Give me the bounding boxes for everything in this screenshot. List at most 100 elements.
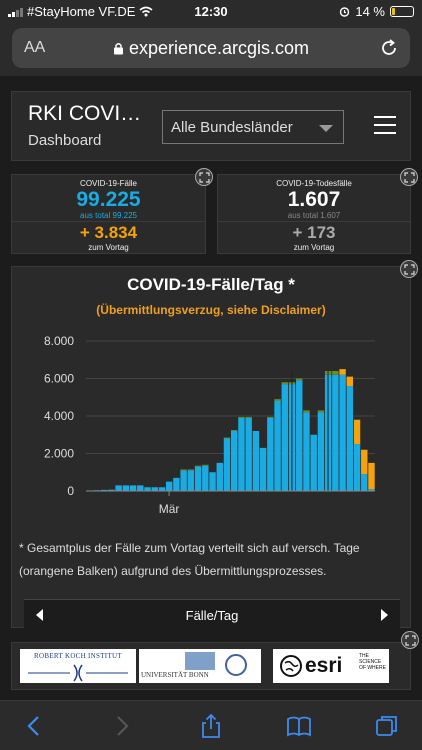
y-tick-label: 2.000 [44, 447, 74, 461]
expand-deaths-icon[interactable] [400, 168, 418, 186]
bar-cases [115, 485, 122, 491]
share-icon[interactable] [198, 713, 224, 739]
y-tick-label: 6.000 [44, 372, 74, 386]
bar-cases [361, 474, 368, 491]
bar-cases [353, 444, 361, 491]
bar-cases [281, 384, 288, 491]
status-left: #StayHome VF.DE [8, 4, 153, 19]
chart-title: COVID-19-Fälle/Tag * [127, 275, 295, 294]
chart-navigator: Fälle/Tag [24, 599, 400, 629]
status-time: 12:30 [194, 4, 228, 19]
bar-cases [339, 374, 346, 491]
tabs-icon[interactable] [374, 713, 400, 739]
bar-cases [303, 412, 310, 491]
partner-logos: ROBERT KOCH INSTITUT UNIVERSITÄT BONN es… [11, 631, 419, 690]
browser-toolbar: AA experience.arcgis.com [0, 22, 422, 76]
bar-cases [252, 431, 260, 491]
cases-value: 99.225 [76, 188, 141, 211]
bar-cases [137, 485, 144, 491]
divider [218, 221, 410, 222]
cases-per-day-chart: 0 2.000 4.000 6.000 8.000 Mär [44, 334, 375, 516]
state-select-value: Alle Bundesländer [171, 119, 293, 136]
address-bar[interactable]: AA experience.arcgis.com [12, 28, 410, 68]
menu-icon[interactable] [374, 116, 396, 134]
bar-delayed [238, 416, 245, 418]
deaths-total: aus total 1.607 [287, 211, 341, 220]
bar-cases [165, 481, 173, 491]
cases-delta-label: zum Vortag [88, 243, 129, 252]
esri-text: esri [305, 654, 343, 677]
y-tick-label: 8.000 [44, 334, 74, 348]
bar-cases [187, 470, 195, 491]
chart-nav-label: Fälle/Tag [185, 608, 239, 623]
bar-cases [332, 374, 339, 491]
reader-aa-button[interactable]: AA [24, 39, 46, 56]
bar-cases [317, 412, 325, 491]
globe-icon [280, 655, 302, 677]
dashboard-page: RKI COVI… Dashboard Alle Bundesländer CO… [0, 76, 422, 700]
chart-subtitle: (Übermittlungsverzug, siehe Disclaimer) [96, 303, 326, 317]
bar-cases [259, 447, 267, 491]
bar-cases [267, 417, 274, 491]
bar-cases [223, 438, 231, 491]
rki-logo-text: ROBERT KOCH INSTITUT [34, 652, 122, 660]
bar-cases [231, 431, 238, 491]
bar-cases [238, 417, 245, 491]
imbie-logo-mark [225, 654, 247, 676]
bar-cases [122, 485, 130, 491]
bar-cases [173, 477, 180, 491]
cases-per-day-chart-card: COVID-19-Fälle/Tag * (Übermittlungsverzu… [11, 266, 411, 629]
bar-cases [151, 487, 158, 491]
reload-icon[interactable] [378, 37, 400, 59]
bar-delayed [361, 449, 368, 475]
bar-delayed [187, 469, 195, 471]
cases-total: aus total 99.225 [80, 211, 137, 220]
next-arrow-icon[interactable] [381, 609, 388, 621]
expand-cases-icon[interactable] [195, 168, 213, 186]
previous-arrow-icon[interactable] [36, 609, 43, 621]
back-arrow-icon[interactable] [22, 713, 48, 739]
battery-icon [390, 6, 414, 17]
bar-cases [274, 401, 281, 491]
bar-cases [209, 472, 216, 491]
state-select[interactable]: Alle Bundesländer [162, 110, 344, 144]
alarm-icon [340, 7, 350, 17]
url-text[interactable]: experience.arcgis.com [12, 38, 410, 59]
bar-cases [158, 487, 166, 491]
esri-logo[interactable]: esri THE SCIENCE OF WHERE [273, 649, 389, 683]
cases-label: COVID-19-Fälle [80, 179, 137, 188]
deaths-label: COVID-19-Todesfälle [276, 179, 352, 188]
deaths-delta: + 173 [292, 223, 336, 242]
cases-card: COVID-19-Fälle 99.225 aus total 99.225 +… [11, 174, 206, 254]
bar-delayed [353, 419, 361, 445]
bar-delayed [296, 378, 303, 381]
expand-chart-icon[interactable] [400, 260, 418, 278]
battery-fill [392, 8, 395, 15]
uni-bonn-logo[interactable]: UNIVERSITÄT BONN [139, 649, 261, 683]
browser-bottom-toolbar [0, 700, 422, 750]
bar-delayed [303, 410, 310, 413]
uni-bonn-image [185, 652, 215, 670]
forward-arrow-icon[interactable] [108, 713, 134, 739]
bar-delayed [332, 371, 339, 375]
deaths-delta-label: zum Vortag [293, 243, 335, 252]
bar-delayed [346, 376, 354, 386]
deaths-card: COVID-19-Todesfälle 1.607 aus total 1.60… [217, 174, 411, 254]
esri-tagline: THE SCIENCE OF WHERE [359, 653, 386, 671]
bar-cases [194, 466, 202, 491]
bar-delayed [317, 410, 325, 413]
bar-cases [100, 489, 108, 491]
expand-logos-icon[interactable] [401, 631, 419, 649]
wifi-icon [139, 6, 153, 17]
bar-delayed [194, 465, 202, 467]
bar-delayed [368, 462, 375, 490]
divider [12, 221, 205, 222]
bar-cases [202, 465, 209, 491]
bookmarks-icon[interactable] [286, 713, 312, 739]
bar-cases [245, 417, 252, 491]
bar-cases [144, 487, 151, 491]
rki-logo[interactable]: ROBERT KOCH INSTITUT [20, 649, 136, 683]
battery-label: 14 % [355, 4, 385, 19]
bar-cases [216, 462, 223, 491]
bar-cases [368, 489, 375, 491]
